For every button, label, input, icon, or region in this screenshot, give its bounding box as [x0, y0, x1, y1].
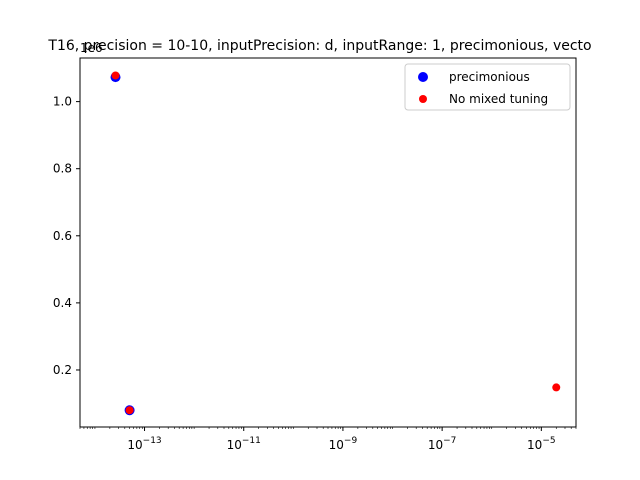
x-tick-label: 10−13 — [127, 436, 161, 452]
y-axis: 0.2 0.4 0.6 0.8 1.0 — [53, 95, 80, 377]
data-point-no-mixed-tuning — [552, 383, 561, 392]
x-tick-label: 10−5 — [527, 436, 556, 452]
legend-box — [404, 63, 571, 111]
data-point-no-mixed-tuning — [111, 71, 120, 80]
legend-label: No mixed tuning — [449, 92, 548, 106]
y-tick-label: 0.6 — [53, 229, 72, 243]
y-tick-label: 0.2 — [53, 363, 72, 377]
chart-title: T16, precision = 10-10, inputPrecision: … — [47, 38, 591, 54]
data-point-no-mixed-tuning — [125, 406, 134, 415]
x-axis: 10−13 10−11 10−9 10−7 10−5 — [79, 427, 577, 452]
legend-label: precimonious — [449, 70, 530, 84]
y-tick-label: 0.8 — [53, 162, 72, 176]
y-offset-label: 1e6 — [80, 41, 103, 55]
y-tick-label: 0.4 — [53, 296, 72, 310]
legend-marker — [418, 72, 428, 82]
x-tick-label: 10−7 — [428, 436, 457, 452]
legend: precimonious No mixed tuning — [404, 63, 571, 111]
data-points — [110, 71, 561, 416]
y-tick-label: 1.0 — [53, 95, 72, 109]
x-tick-label: 10−9 — [329, 436, 358, 452]
legend-marker — [419, 95, 427, 103]
x-tick-label: 10−11 — [227, 436, 261, 452]
